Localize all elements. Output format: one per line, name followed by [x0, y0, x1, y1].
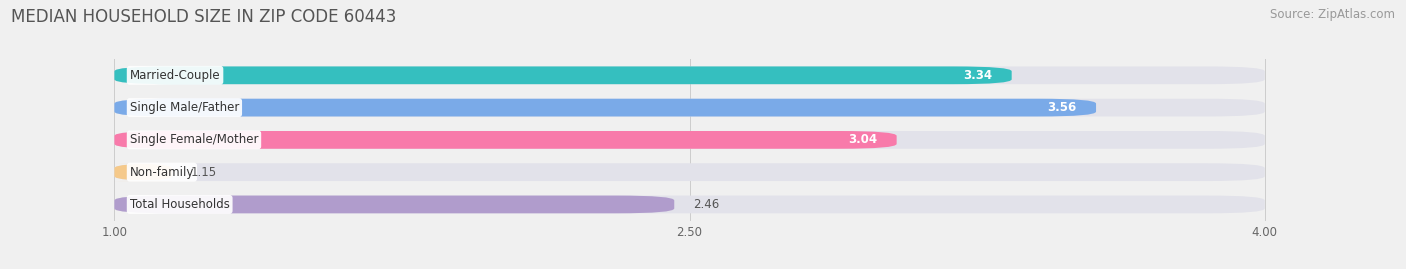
- FancyBboxPatch shape: [114, 99, 1097, 116]
- Text: 1.15: 1.15: [191, 166, 217, 179]
- FancyBboxPatch shape: [114, 66, 1012, 84]
- FancyBboxPatch shape: [114, 131, 1265, 149]
- Text: 3.34: 3.34: [963, 69, 993, 82]
- Text: Non-family: Non-family: [129, 166, 194, 179]
- Text: Single Female/Mother: Single Female/Mother: [129, 133, 259, 146]
- FancyBboxPatch shape: [114, 163, 1265, 181]
- FancyBboxPatch shape: [114, 66, 1265, 84]
- FancyBboxPatch shape: [114, 196, 675, 213]
- Text: 3.04: 3.04: [848, 133, 877, 146]
- Text: Source: ZipAtlas.com: Source: ZipAtlas.com: [1270, 8, 1395, 21]
- Text: Single Male/Father: Single Male/Father: [129, 101, 239, 114]
- Text: Married-Couple: Married-Couple: [129, 69, 221, 82]
- Text: MEDIAN HOUSEHOLD SIZE IN ZIP CODE 60443: MEDIAN HOUSEHOLD SIZE IN ZIP CODE 60443: [11, 8, 396, 26]
- FancyBboxPatch shape: [114, 196, 1265, 213]
- FancyBboxPatch shape: [114, 99, 1265, 116]
- Text: 3.56: 3.56: [1047, 101, 1077, 114]
- Text: Total Households: Total Households: [129, 198, 229, 211]
- FancyBboxPatch shape: [114, 131, 897, 149]
- FancyBboxPatch shape: [114, 163, 172, 181]
- Text: 2.46: 2.46: [693, 198, 720, 211]
